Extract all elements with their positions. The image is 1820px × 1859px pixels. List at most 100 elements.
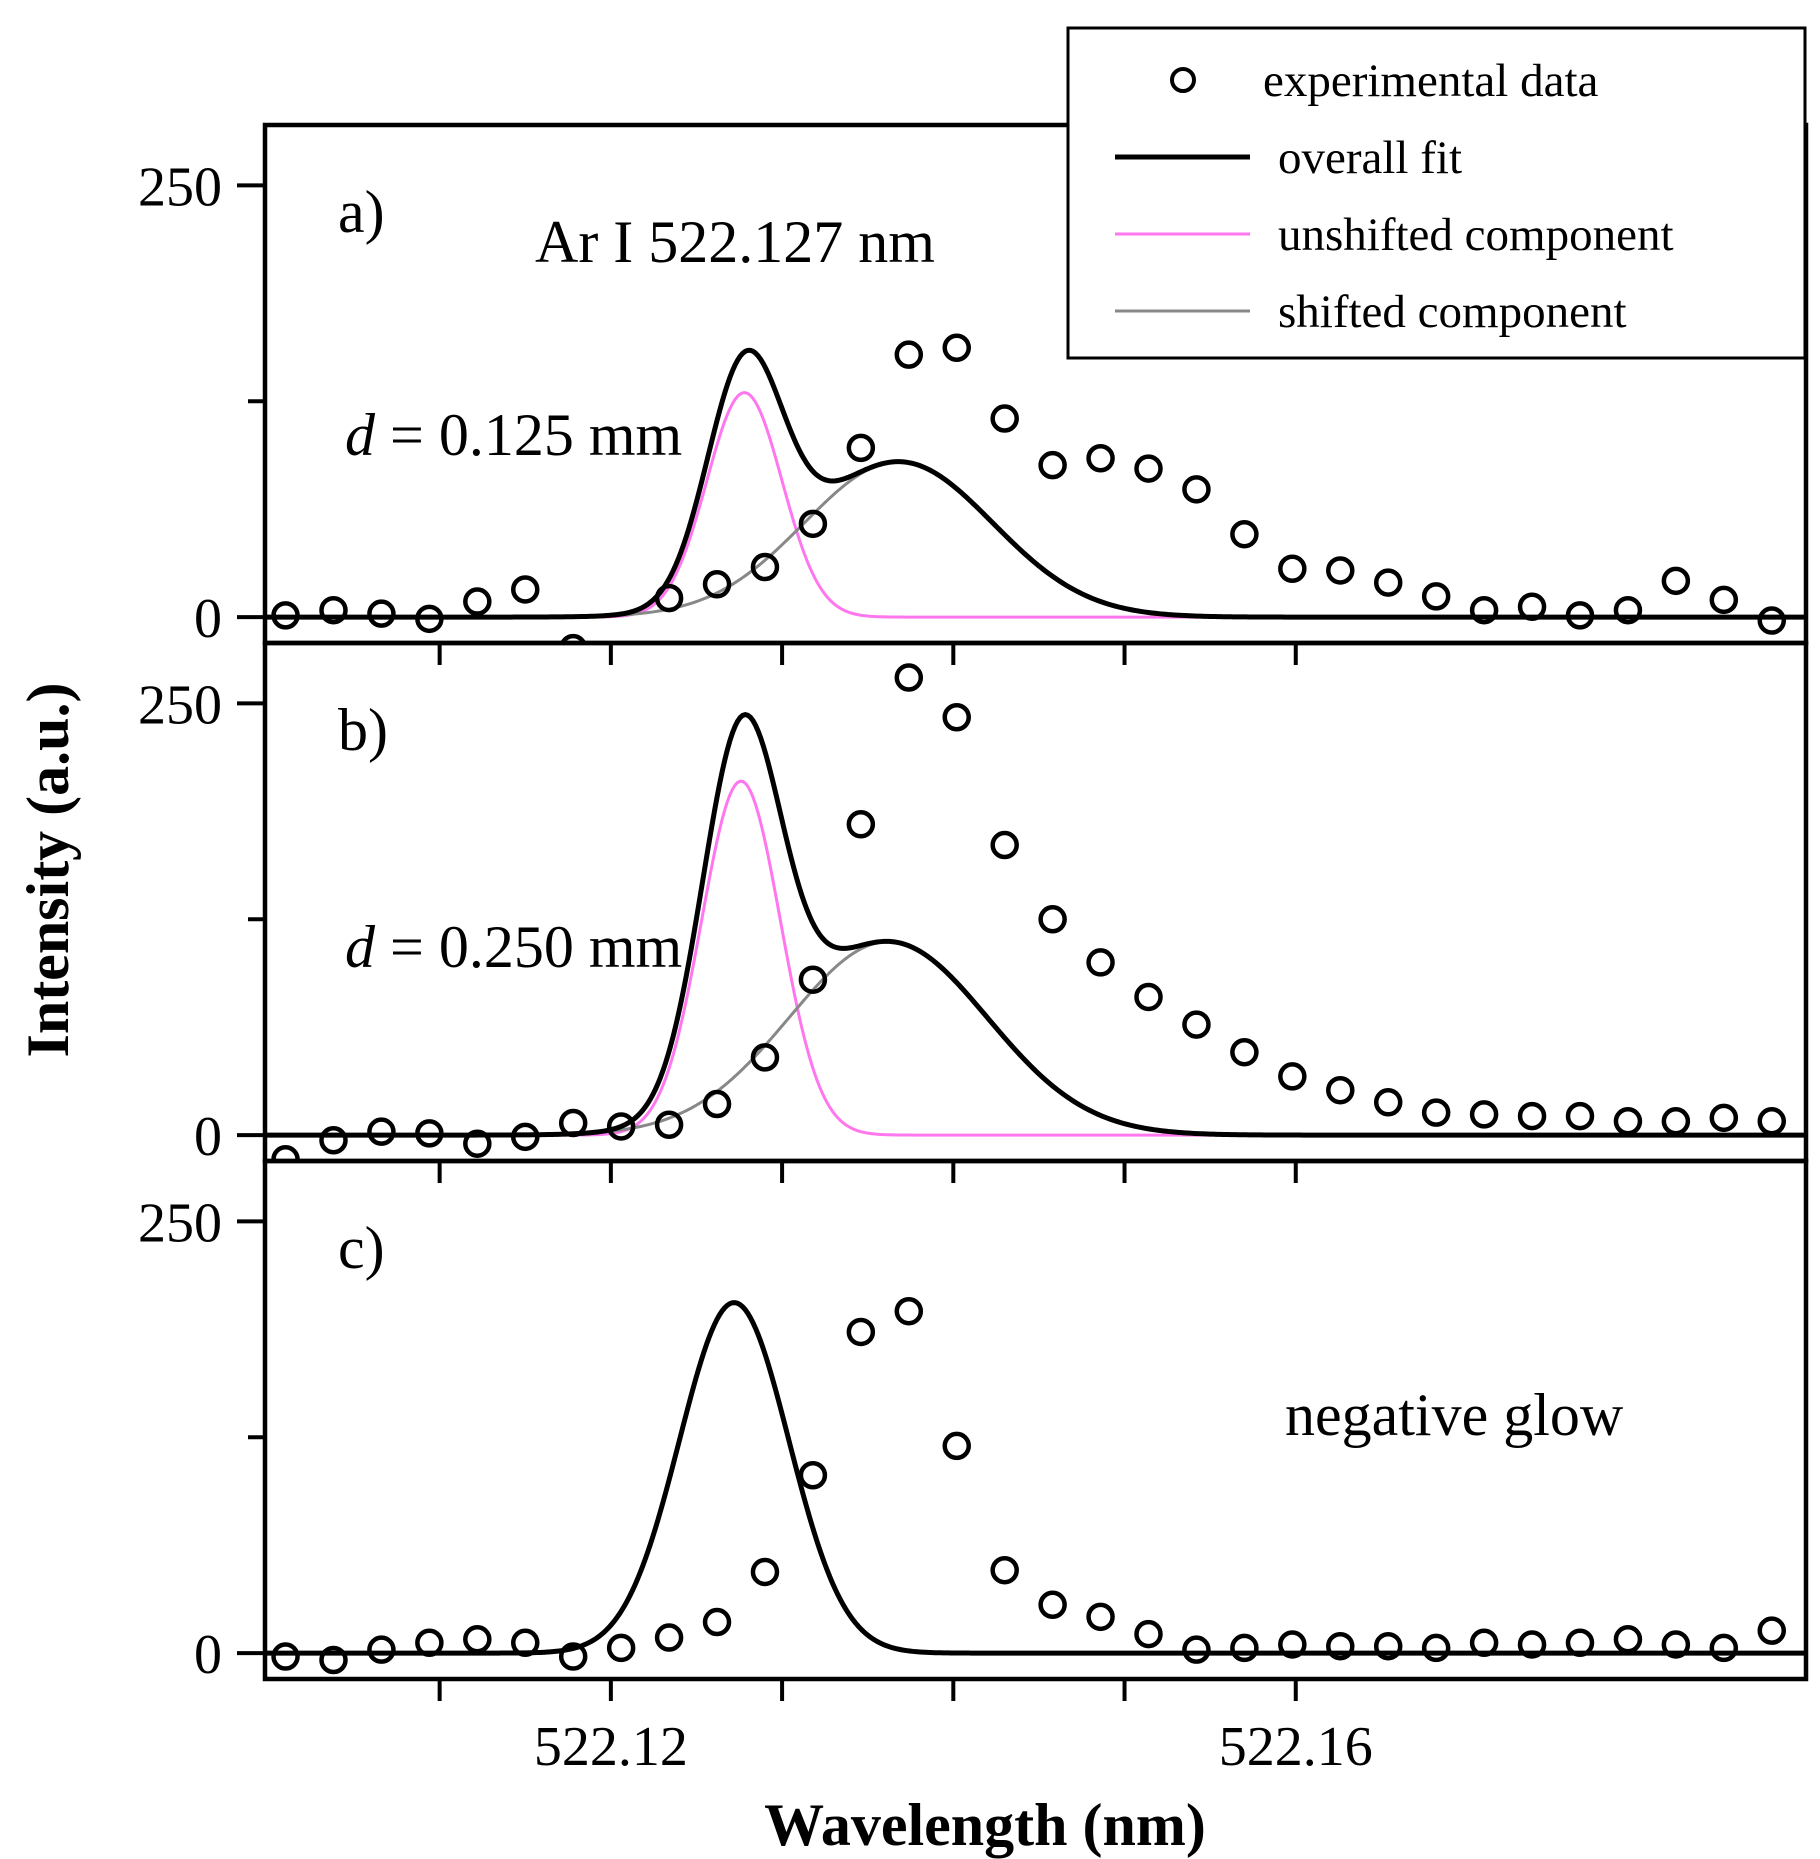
legend-label: overall fit [1278, 132, 1462, 184]
data-point [894, 340, 924, 369]
y-tick-label: 0 [194, 1106, 222, 1168]
overall-fit-line [265, 712, 1806, 1138]
data-point [415, 1119, 444, 1148]
panel-a: 0 250 a) Ar I 522.127 nm d = 0.125 mm [138, 122, 1809, 665]
data-point [1038, 450, 1067, 480]
x-axis: 522.12 522.16 [534, 1716, 1373, 1778]
legend-label: shifted component [1278, 286, 1627, 338]
data-point [1757, 1107, 1787, 1136]
legend-label: unshifted component [1278, 209, 1674, 261]
curves [265, 1296, 1806, 1675]
panel-label: c) [338, 1215, 385, 1281]
data-point [942, 702, 971, 732]
data-point [1421, 1633, 1451, 1663]
data-point [1709, 585, 1739, 615]
y-tick-label: 250 [138, 156, 222, 218]
panel-frame [262, 640, 1809, 1164]
panel-label: b) [338, 697, 388, 763]
chart-panels: 0 250 a) Ar I 522.127 nm d = 0.125 mm 0 250 b) d… [138, 122, 1809, 1701]
data-point [1661, 566, 1691, 596]
data-point [511, 1628, 540, 1657]
data-point [1613, 1625, 1643, 1654]
legend-marker [1170, 67, 1196, 93]
data-point [271, 1642, 300, 1671]
data-point [319, 595, 348, 625]
data-point [990, 830, 1019, 860]
data-point [654, 1623, 684, 1652]
data-point [1421, 1098, 1451, 1127]
data-point [558, 1108, 588, 1138]
data-point [750, 1043, 780, 1072]
data-point [798, 509, 828, 539]
data-point [1757, 606, 1787, 635]
data-point [798, 1461, 828, 1490]
data-point [367, 1117, 396, 1146]
data-point [1709, 1103, 1739, 1133]
data-point [271, 601, 300, 630]
data-point [990, 1555, 1019, 1585]
data-point [1469, 1100, 1499, 1129]
data-point [1182, 1635, 1211, 1664]
line-annotation: Ar I 522.127 nm [535, 209, 935, 275]
data-point [1373, 1088, 1403, 1117]
data-point [798, 965, 828, 994]
panel-c: 0 250 c) negative glow [138, 1158, 1809, 1701]
data-point [1805, 1107, 1806, 1115]
data-point [1326, 556, 1355, 585]
curves [265, 663, 1806, 1161]
data-point [654, 583, 684, 613]
data-point [702, 1607, 732, 1637]
data-point [894, 1296, 924, 1326]
overall-fit-line [265, 1300, 1806, 1656]
data-point [1134, 1619, 1163, 1649]
data-point [1469, 1628, 1499, 1657]
data-point [1805, 1649, 1806, 1658]
data-point [1134, 454, 1163, 483]
data-point [846, 1317, 876, 1347]
data-point [1326, 1075, 1355, 1105]
data-point [1565, 1101, 1595, 1131]
data-point [606, 1112, 636, 1141]
data-point [1086, 1602, 1115, 1632]
y-tick-label: 0 [194, 588, 222, 650]
data-point [1757, 1616, 1787, 1645]
y-tick-label: 0 [194, 1624, 222, 1686]
data-point [463, 1625, 492, 1654]
data-point [1134, 982, 1163, 1012]
legend: experimental data overall fit unshifted co… [1066, 26, 1807, 360]
y-tick-label: 250 [138, 1192, 222, 1254]
panel-label: a) [338, 179, 385, 245]
data-point [846, 810, 876, 839]
data-point [1278, 1630, 1307, 1659]
data-point [367, 599, 396, 628]
data-point [1278, 1062, 1307, 1091]
data-point [1469, 595, 1499, 625]
data-point [702, 570, 732, 599]
distance-annotation: d = 0.250 mm [345, 914, 682, 980]
data-point [894, 663, 924, 692]
data-point [1565, 601, 1595, 630]
overall-fit-line [265, 347, 1806, 620]
distance-annotation: d = 0.125 mm [345, 402, 682, 468]
panel-b: 0 250 b) d = 0.250 mm [138, 640, 1809, 1183]
panel-frame [262, 1158, 1809, 1682]
data-point [1421, 582, 1451, 611]
data-point [1661, 1630, 1691, 1659]
data-point [1613, 1107, 1643, 1136]
x-tick-label: 522.16 [1219, 1716, 1373, 1778]
legend-box [1066, 26, 1807, 360]
data-point [1373, 1631, 1403, 1661]
data-point [654, 1110, 684, 1139]
data-point [559, 633, 587, 643]
y-tick-label: 250 [138, 674, 222, 736]
data-point [1230, 519, 1259, 549]
data-point [1517, 592, 1547, 621]
curves [265, 333, 1806, 643]
data-point [1709, 1633, 1739, 1663]
data-point [511, 1122, 540, 1152]
data-point [750, 1557, 780, 1587]
data-point [1278, 554, 1307, 584]
data-point [1230, 1037, 1259, 1067]
data-point [511, 575, 540, 604]
data-point [1182, 1010, 1211, 1039]
